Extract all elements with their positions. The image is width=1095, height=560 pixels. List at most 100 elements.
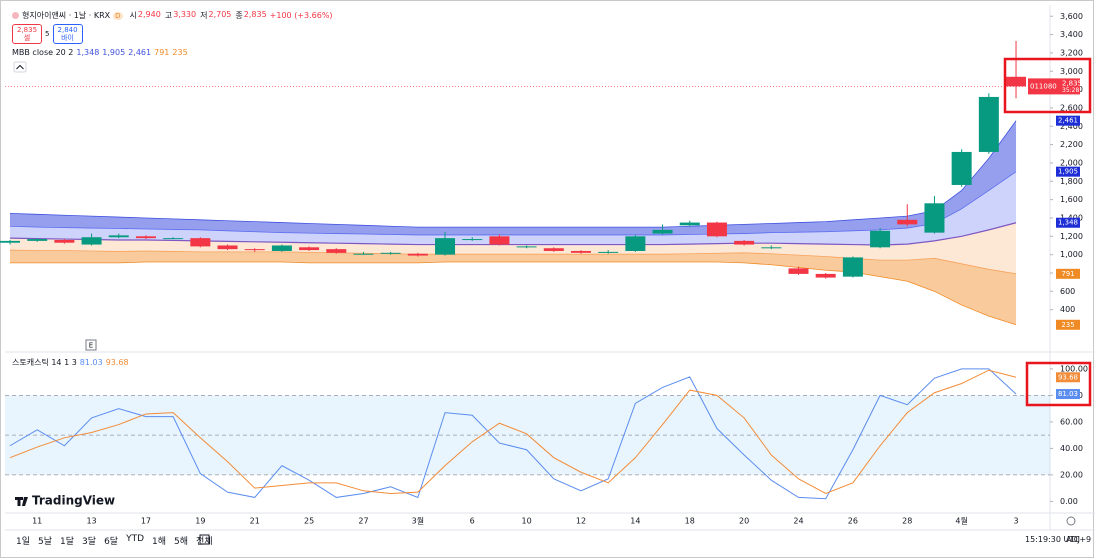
ohlc-value: 2,835 <box>243 10 267 19</box>
stoch-legend: 스토캐스틱 14 1 3 81.03 93.68 <box>12 357 129 368</box>
y-tick-label: 0.00 <box>1060 497 1078 506</box>
y-tick-label: 2,000 <box>1060 158 1083 167</box>
trade-row: 2,835 셀 5 2,840 바이 <box>12 24 83 44</box>
candle-body <box>27 239 48 241</box>
candle-body <box>244 249 265 251</box>
range-button[interactable]: 1해 <box>152 537 167 547</box>
candle-body <box>815 273 836 278</box>
ohlc-label: 저 <box>200 11 208 20</box>
y-tick-label: 1,600 <box>1060 195 1083 204</box>
range-button[interactable]: 전체 <box>196 537 213 547</box>
band-value-label: 1,348 <box>1058 219 1078 227</box>
range-button[interactable]: 3달 <box>82 537 97 547</box>
ohlc-value: 2,940 <box>137 10 161 19</box>
collapse-button[interactable] <box>13 61 27 73</box>
x-tick-label: 26 <box>848 517 858 526</box>
candle-body <box>190 238 211 247</box>
adj: ADJ <box>1066 535 1080 544</box>
y-tick-label: 3,600 <box>1060 12 1083 21</box>
band-value-box <box>1056 217 1080 228</box>
symbol-icon <box>12 12 19 19</box>
x-tick-label: 14 <box>630 517 640 526</box>
y-tick-label: 3,200 <box>1060 48 1083 57</box>
candle-body <box>951 151 972 185</box>
mbb-title: MBB close 20 2 <box>12 48 74 57</box>
range-button[interactable]: 1일 <box>16 537 31 547</box>
y-tick-label: 3,000 <box>1060 67 1083 76</box>
spread: 5 <box>45 30 50 38</box>
ohlc: 시 2,940 고 3,330 저 2,705 종 2,835 <box>130 10 267 21</box>
mbb-value: 1,905 <box>102 48 126 57</box>
x-tick-label: 28 <box>902 517 912 526</box>
band-value-label: 2,461 <box>1058 117 1078 125</box>
event-label: E <box>89 342 93 350</box>
y-tick-label: 2,600 <box>1060 103 1083 112</box>
y-tick-label: 60.00 <box>1060 417 1083 426</box>
y-tick-label: 1,200 <box>1060 232 1083 241</box>
ohlc-label: 고 <box>164 11 173 20</box>
range-button[interactable]: YTD <box>126 534 145 544</box>
x-tick-label: 3 <box>1013 517 1018 526</box>
settings-icon[interactable] <box>1066 516 1076 526</box>
y-tick-label: 100.00 <box>1060 364 1088 373</box>
stoch-value-label: 93.68 <box>1058 373 1078 381</box>
ohlc-label: 종 <box>235 11 243 20</box>
stoch-value: 81.03 <box>79 358 103 367</box>
candle-body <box>54 239 75 243</box>
candle-body <box>81 237 102 245</box>
symbol: 형지아이앤씨 · 1날 · KRX <box>22 11 111 20</box>
x-tick-label: 4월 <box>955 516 967 526</box>
candle-body <box>435 238 456 255</box>
candle-body <box>924 203 945 233</box>
band-value-box <box>1056 166 1080 177</box>
range-button[interactable]: 6달 <box>104 537 119 547</box>
candle-body <box>598 251 619 253</box>
y-tick-label: 1,800 <box>1060 177 1083 186</box>
x-tick-label: 17 <box>141 517 151 526</box>
band-line <box>9 120 1017 228</box>
candle-body <box>570 250 591 253</box>
candle-body <box>625 236 646 251</box>
candle-body <box>326 249 347 253</box>
adj-button[interactable]: ADJ <box>1066 535 1080 544</box>
buy-button[interactable]: 2,840 바이 <box>52 24 83 44</box>
range-button[interactable]: 1달 <box>60 537 75 547</box>
candle-body <box>489 236 510 245</box>
mbb-value: 2,461 <box>128 48 152 57</box>
candle-body <box>652 229 673 234</box>
x-tick-label: 21 <box>250 517 260 526</box>
candle-body <box>516 246 537 248</box>
x-tick-label: 12 <box>576 517 586 526</box>
candle-body <box>870 230 891 248</box>
x-tick-label: 25 <box>304 517 314 526</box>
candle-body <box>271 245 292 251</box>
event-marker[interactable] <box>85 339 97 351</box>
band-fill <box>10 222 1017 274</box>
countdown: 35:28 <box>1062 87 1079 94</box>
candle-body <box>734 240 755 245</box>
candle-body <box>462 239 483 241</box>
x-tick-label: 11 <box>32 517 42 526</box>
candle-body <box>380 252 401 254</box>
candle-body <box>217 245 238 250</box>
y-tick-label: 40.00 <box>1060 444 1083 453</box>
ohlc-item: 시 2,940 <box>130 10 161 21</box>
price-code: 011080 <box>1030 82 1057 90</box>
sell-button[interactable]: 2,835 셀 <box>12 24 43 44</box>
stoch-title: 스토캐스틱 14 1 3 <box>12 358 77 367</box>
ohlc-value: 3,330 <box>173 10 197 19</box>
sell-price: 2,835 <box>17 26 38 34</box>
ohlc-value: 2,705 <box>208 10 232 19</box>
range-button[interactable]: 5해 <box>174 537 189 547</box>
x-tick-label: 6 <box>470 517 475 526</box>
collapse-icon <box>16 64 24 70</box>
y-tick-label: 600 <box>1060 287 1075 296</box>
date-range-icon[interactable] <box>199 534 210 545</box>
x-tick-label: 19 <box>195 517 205 526</box>
y-tick-label: 1,000 <box>1060 250 1083 259</box>
candle-body <box>163 238 184 240</box>
range-button[interactable]: 5날 <box>38 537 53 547</box>
x-tick-label: 18 <box>685 517 695 526</box>
